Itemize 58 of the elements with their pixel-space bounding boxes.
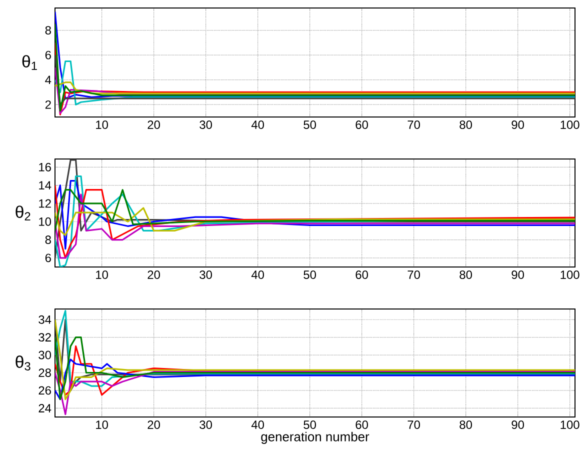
x-tick-label: 40 xyxy=(251,270,264,279)
x-tick-label: 100 xyxy=(560,270,580,279)
x-tick-label: 100 xyxy=(560,120,580,129)
x-tick-label: 10 xyxy=(96,420,108,429)
x-tick-label: 50 xyxy=(304,120,316,129)
y-tick-label: 10 xyxy=(39,217,52,226)
line-series xyxy=(55,310,576,387)
y-tick-label: 14 xyxy=(39,181,52,190)
line-series xyxy=(55,42,576,116)
x-tick-label: 70 xyxy=(408,120,420,129)
x-tick-label: 60 xyxy=(356,270,368,279)
y-tick-label: 6 xyxy=(45,254,51,262)
y-tick-label: 2 xyxy=(45,100,51,109)
x-tick-label: 80 xyxy=(460,120,472,129)
x-tick-label: 90 xyxy=(512,120,524,129)
line-series xyxy=(55,23,576,112)
line-series xyxy=(55,371,576,416)
x-tick-label: 60 xyxy=(356,420,368,429)
x-tick-label: 20 xyxy=(148,120,160,129)
x-tick-label: 80 xyxy=(460,420,472,429)
x-tick-label: 70 xyxy=(408,420,420,429)
x-tick-label: 10 xyxy=(96,120,108,129)
x-tick-label: 90 xyxy=(512,270,524,279)
line-series xyxy=(55,358,576,400)
x-tick-label: 30 xyxy=(200,120,212,129)
x-tick-label: 40 xyxy=(251,420,264,429)
x-tick-label: 40 xyxy=(251,120,264,129)
x-tick-label: 10 xyxy=(96,270,108,279)
x-tick-label: 50 xyxy=(304,420,316,429)
y-tick-label: 32 xyxy=(38,333,51,342)
y-tick-label: 30 xyxy=(38,350,52,360)
y-tick-label: 24 xyxy=(38,404,52,412)
y-tick-label: 28 xyxy=(38,368,51,377)
x-tick-label: 100 xyxy=(560,420,580,429)
x-tick-label: 60 xyxy=(356,120,368,129)
x-axis-title: generation number xyxy=(261,432,370,444)
x-tick-label: 50 xyxy=(304,270,316,279)
x-tick-label: 70 xyxy=(408,270,420,279)
y-tick-label: 8 xyxy=(45,26,51,35)
x-tick-label: 20 xyxy=(148,270,160,279)
line-series xyxy=(55,336,576,400)
y-tick-label: 6 xyxy=(45,50,51,60)
y-tick-label: 16 xyxy=(39,162,51,172)
y-axis-title: θ$_{2}$ xyxy=(16,206,30,220)
x-tick-label: 20 xyxy=(148,420,160,429)
x-tick-label: 30 xyxy=(200,420,212,429)
line-series xyxy=(55,82,576,94)
y-tick-label: 12 xyxy=(39,199,51,208)
y-tick-label: 4 xyxy=(45,76,52,84)
x-tick-label: 80 xyxy=(460,270,472,279)
line-series xyxy=(55,180,576,250)
y-tick-label: 34 xyxy=(38,315,52,324)
y-tick-label: 26 xyxy=(38,386,51,395)
x-tick-label: 30 xyxy=(200,270,212,279)
x-tick-label: 90 xyxy=(512,420,524,429)
y-axis-title: θ$_{3}$ xyxy=(16,356,30,370)
y-tick-label: 8 xyxy=(45,236,51,244)
y-axis-title: θ$_{1}$ xyxy=(22,55,37,70)
